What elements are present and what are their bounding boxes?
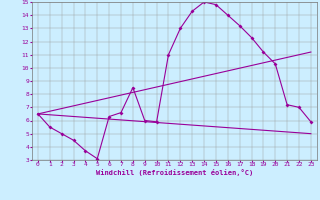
X-axis label: Windchill (Refroidissement éolien,°C): Windchill (Refroidissement éolien,°C): [96, 169, 253, 176]
